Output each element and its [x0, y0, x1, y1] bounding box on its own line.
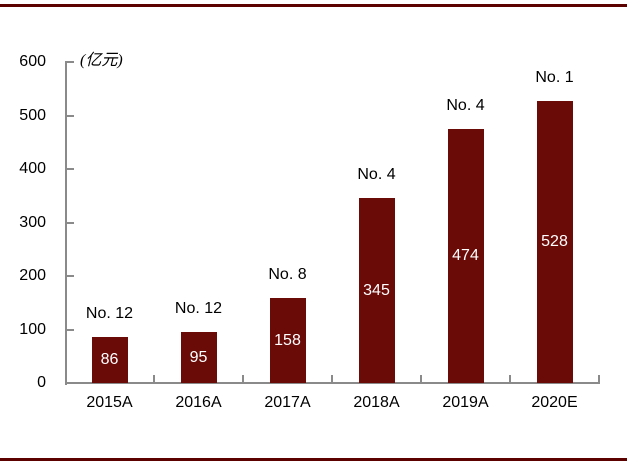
value-label-2020E: 528 — [541, 232, 568, 250]
rank-label-2020E: No. 1 — [535, 68, 574, 86]
rank-label-2015A: No. 12 — [85, 304, 134, 322]
y-axis-unit-label: (亿元) — [80, 52, 123, 69]
y-axis-line — [65, 61, 67, 385]
x-tick-label-2019A: 2019A — [442, 394, 489, 411]
rank-label-2016A: No. 12 — [174, 300, 223, 318]
bar-2018A — [358, 198, 395, 383]
y-tick-200 — [67, 275, 74, 277]
value-label-2018A: 345 — [363, 281, 390, 299]
y-tick-300 — [67, 221, 74, 224]
bar-2019A — [447, 129, 484, 383]
x-tick-label-2018A: 2018A — [353, 394, 400, 411]
x-tick-6 — [598, 375, 600, 383]
y-tick-label-200: 200 — [19, 267, 46, 284]
x-tick-label-2017A: 2017A — [264, 394, 311, 411]
y-tick-label-300: 300 — [19, 213, 46, 231]
bottom-rule — [0, 458, 627, 461]
bar-2016A — [180, 332, 217, 383]
y-tick-label-100: 100 — [19, 320, 46, 338]
x-tick-5 — [509, 375, 511, 383]
top-rule — [0, 4, 627, 7]
x-tick-3 — [331, 375, 333, 383]
y-tick-label-400: 400 — [19, 160, 46, 177]
x-tick-4 — [420, 375, 422, 383]
y-tick-500 — [67, 114, 74, 117]
rank-label-2018A: No. 4 — [357, 166, 396, 184]
bar-2017A — [269, 298, 306, 383]
y-tick-label-0: 0 — [37, 374, 46, 391]
y-tick-label-500: 500 — [19, 106, 46, 124]
rank-label-2019A: No. 4 — [446, 97, 485, 115]
x-tick-1 — [153, 375, 155, 383]
value-label-2019A: 474 — [452, 247, 479, 265]
x-tick-label-2016A: 2016A — [175, 394, 222, 411]
y-tick-100 — [67, 328, 74, 331]
y-tick-label-600: 600 — [19, 53, 46, 70]
rank-label-2017A: No. 8 — [268, 266, 307, 284]
y-tick-600 — [67, 61, 74, 63]
value-label-2016A: 95 — [189, 348, 208, 366]
bar-2020E — [536, 100, 573, 383]
value-label-2017A: 158 — [274, 331, 301, 349]
x-tick-label-2020E: 2020E — [531, 394, 578, 411]
y-tick-400 — [67, 168, 74, 170]
x-tick-label-2015A: 2015A — [86, 394, 133, 411]
x-tick-2 — [242, 375, 244, 383]
value-label-2015A: 86 — [100, 350, 119, 368]
x-axis-line — [65, 382, 600, 384]
bar-2015A — [91, 336, 128, 383]
